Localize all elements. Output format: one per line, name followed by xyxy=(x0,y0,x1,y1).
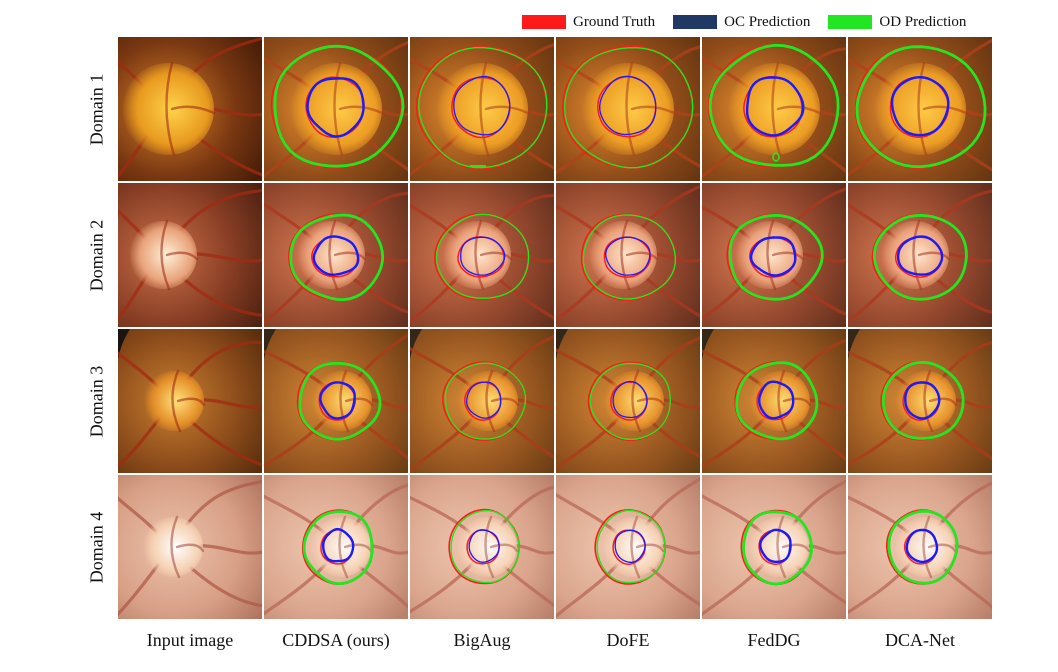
fundus-image-r2-dofe xyxy=(556,183,700,327)
fundus-svg xyxy=(702,329,846,473)
fundus-svg xyxy=(118,37,262,181)
legend-label-od-prediction: OD Prediction xyxy=(879,13,967,30)
row-label-domain-1: Domain 1 xyxy=(80,37,114,181)
legend-swatch-ground-truth xyxy=(522,15,566,29)
fundus-svg xyxy=(702,475,846,619)
fundus-svg xyxy=(118,475,262,619)
column-label-dca-net: DCA-Net xyxy=(885,630,955,650)
fundus-svg xyxy=(848,475,992,619)
legend: Ground Truth OC Prediction OD Prediction xyxy=(522,10,966,34)
fundus-svg xyxy=(556,475,700,619)
fundus-image-r1-input-image xyxy=(118,37,262,181)
fundus-svg xyxy=(410,183,554,327)
fundus-svg xyxy=(848,37,992,181)
fundus-image-r3-feddg xyxy=(702,329,846,473)
fundus-image-r4-bigaug xyxy=(410,475,554,619)
fundus-image-r2-input-image xyxy=(118,183,262,327)
fundus-image-r3-dofe xyxy=(556,329,700,473)
legend-label-oc-prediction: OC Prediction xyxy=(724,13,811,30)
fundus-svg xyxy=(264,37,408,181)
fundus-image-r1-dca-net xyxy=(848,37,992,181)
legend-item-ground-truth: Ground Truth xyxy=(522,14,655,31)
fundus-image-r1-bigaug xyxy=(410,37,554,181)
fundus-image-r4-input-image xyxy=(118,475,262,619)
fundus-svg xyxy=(556,183,700,327)
fundus-image-r1-cddsa xyxy=(264,37,408,181)
result-image-grid xyxy=(118,37,992,619)
fundus-image-r3-dca-net xyxy=(848,329,992,473)
fundus-image-r2-bigaug xyxy=(410,183,554,327)
fundus-svg xyxy=(702,183,846,327)
fundus-svg xyxy=(556,329,700,473)
row-label-text: Domain 2 xyxy=(86,219,107,291)
fundus-svg xyxy=(556,37,700,181)
legend-item-od-prediction: OD Prediction xyxy=(828,14,966,31)
row-label-domain-2: Domain 2 xyxy=(80,183,114,327)
column-label-cddsa: CDDSA (ours) xyxy=(282,630,390,650)
fundus-image-r4-cddsa xyxy=(264,475,408,619)
fundus-svg xyxy=(848,329,992,473)
fundus-image-r1-dofe xyxy=(556,37,700,181)
column-label-input-image: Input image xyxy=(146,630,234,650)
fundus-svg xyxy=(848,183,992,327)
fundus-image-r1-feddg xyxy=(702,37,846,181)
column-label-dofe: DoFE xyxy=(606,630,650,650)
fundus-image-r3-bigaug xyxy=(410,329,554,473)
fundus-svg xyxy=(264,183,408,327)
fundus-image-r2-feddg xyxy=(702,183,846,327)
fundus-image-r4-dca-net xyxy=(848,475,992,619)
row-label-domain-3: Domain 3 xyxy=(80,329,114,473)
fundus-svg xyxy=(264,329,408,473)
fundus-svg xyxy=(410,475,554,619)
row-label-text: Domain 4 xyxy=(86,511,107,583)
fundus-svg xyxy=(264,475,408,619)
fundus-image-r4-dofe xyxy=(556,475,700,619)
column-label-bigaug: BigAug xyxy=(453,630,511,650)
legend-swatch-od-prediction xyxy=(828,15,873,29)
legend-label-ground-truth: Ground Truth xyxy=(573,13,656,30)
row-label-text: Domain 3 xyxy=(86,365,107,437)
fundus-image-r2-dca-net xyxy=(848,183,992,327)
fundus-svg xyxy=(410,329,554,473)
fundus-svg xyxy=(410,37,554,181)
row-label-text: Domain 1 xyxy=(86,73,107,145)
fundus-image-r3-input-image xyxy=(118,329,262,473)
legend-swatch-oc-prediction xyxy=(673,15,718,29)
row-label-domain-4: Domain 4 xyxy=(80,475,114,619)
fundus-svg xyxy=(118,329,262,473)
fundus-svg xyxy=(118,183,262,327)
fundus-image-r2-cddsa xyxy=(264,183,408,327)
column-label-feddg: FedDG xyxy=(747,630,801,650)
legend-item-oc-prediction: OC Prediction xyxy=(673,14,810,31)
fundus-svg xyxy=(702,37,846,181)
fundus-image-r4-feddg xyxy=(702,475,846,619)
fundus-image-r3-cddsa xyxy=(264,329,408,473)
